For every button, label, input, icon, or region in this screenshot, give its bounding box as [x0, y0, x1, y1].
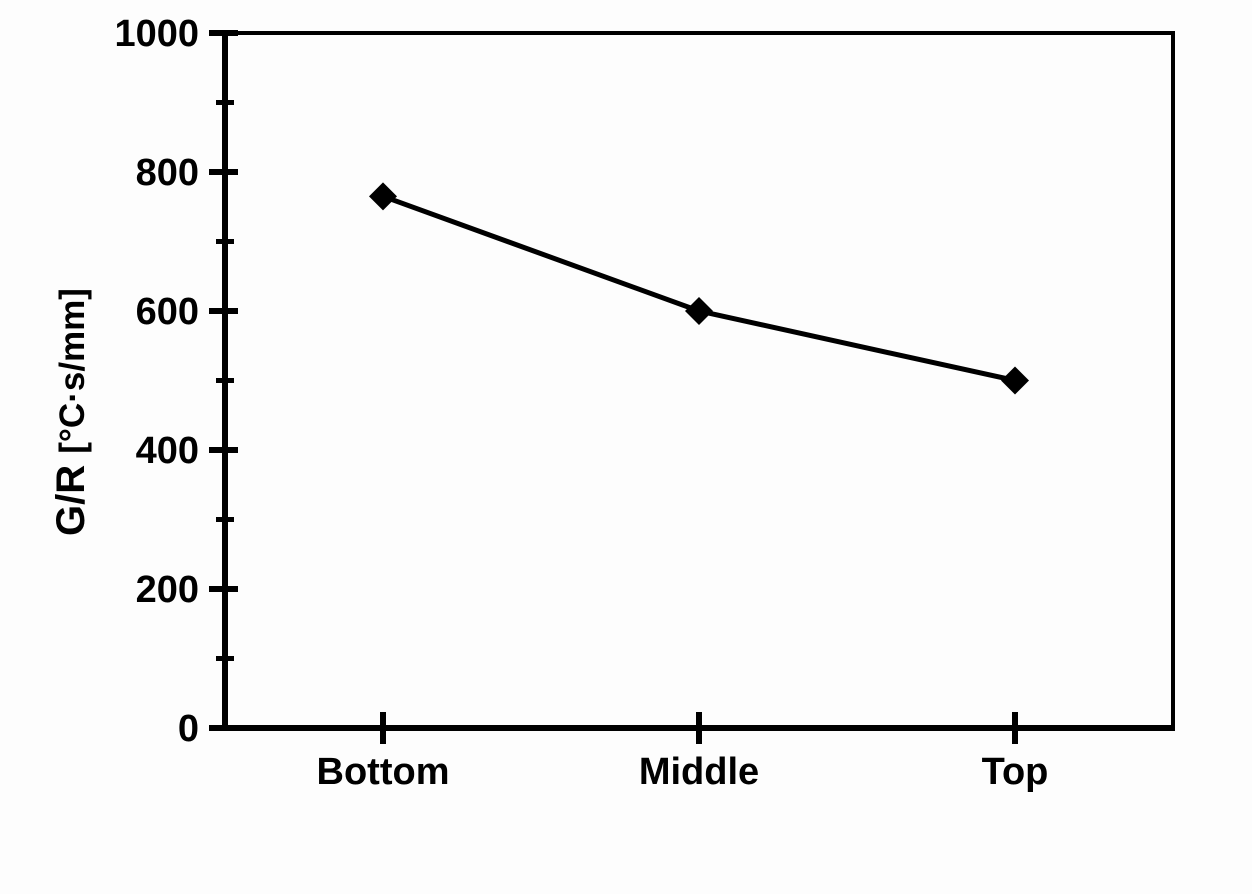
y-tick-label: 1000 — [114, 13, 199, 55]
y-tick-label: 600 — [136, 291, 199, 333]
y-axis-ticks: 0 200 400 600 800 1000 — [114, 13, 238, 750]
plot-frame — [222, 31, 1175, 731]
data-point-marker — [685, 297, 713, 325]
y-tick-label: 400 — [136, 430, 199, 472]
x-axis-ticks: Bottom Middle Top — [317, 712, 1049, 793]
x-tick-label: Bottom — [317, 751, 450, 793]
plot-frame-rect — [223, 31, 1175, 730]
y-axis-title-units: [°C·s/mm] — [53, 288, 92, 454]
x-tick-label: Middle — [639, 751, 759, 793]
y-tick-label: 800 — [136, 152, 199, 194]
y-minor-ticks — [216, 100, 234, 661]
series-line — [382, 193, 1016, 383]
x-tick-label: Top — [982, 751, 1049, 793]
y-axis-title: G/R [°C·s/mm] — [49, 288, 93, 536]
data-point-marker — [1001, 366, 1029, 395]
data-point-marker — [369, 182, 397, 211]
y-tick-label: 200 — [136, 569, 199, 611]
y-axis-title-main: G/R — [49, 454, 93, 536]
y-tick-label: 0 — [178, 708, 199, 750]
data-series — [369, 182, 1029, 395]
